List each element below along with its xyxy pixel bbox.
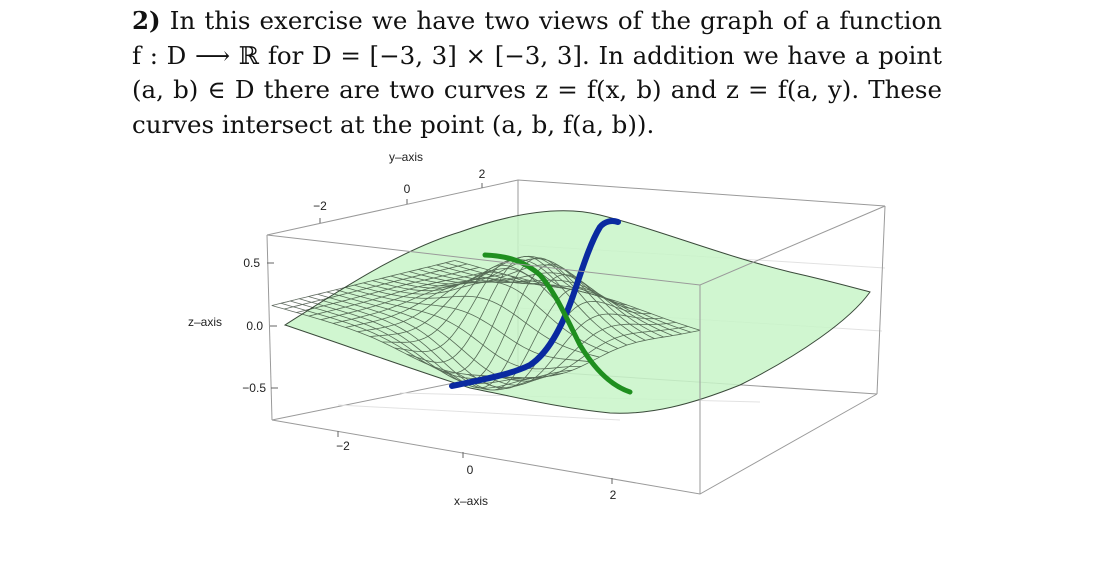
surface-fill: [283, 210, 871, 414]
mesh-line-y: [354, 284, 600, 358]
mesh-line-y: [271, 305, 518, 380]
exercise-line-2: f : D ⟶ ℝ for D = [−3, 3] × [−3, 3]. In …: [132, 40, 942, 70]
box-front-bottom-edge: [271, 393, 878, 495]
x-axis-label: x–axis: [454, 494, 488, 508]
box-front-left-edge: [266, 234, 273, 421]
plot-box-front: [266, 205, 886, 495]
x-tick-label: 0: [467, 463, 474, 477]
grid-line: [337, 404, 621, 421]
mesh-line-y: [335, 289, 582, 370]
mesh-line-y: [436, 264, 683, 335]
z-tick-label: −0.5: [242, 381, 266, 395]
z-tick-label: 0.0: [246, 319, 263, 333]
mesh-line-y: [317, 293, 564, 388]
curve-z-f-a-y: [482, 252, 633, 395]
y-tick-label: 2: [479, 167, 486, 181]
y-axis-label: y–axis: [389, 150, 423, 164]
z-tick-label: 0.5: [243, 256, 260, 270]
exercise-line-1: 2) In this exercise we have two views of…: [132, 6, 942, 35]
mesh-line-y: [326, 291, 573, 381]
y-tick-label: −2: [313, 199, 327, 213]
axis-ticks: [267, 183, 613, 484]
mesh-line-y: [427, 266, 673, 336]
exercise-text: 2) In this exercise we have two views of…: [132, 4, 942, 142]
curve-z-f-x-b: [449, 218, 621, 389]
mesh-line-y: [289, 300, 536, 385]
y-tick-label: 0: [404, 182, 411, 196]
z-axis-label: z–axis: [188, 315, 222, 329]
mesh-line-y: [344, 287, 591, 363]
x-tick-label: −2: [336, 439, 350, 453]
exercise-line-4: curves intersect at the point (a, b, f(a…: [132, 109, 655, 139]
x-tick-label: 2: [610, 488, 617, 502]
exercise-line-3: (a, b) ∈ D there are two curves z = f(x,…: [132, 75, 942, 104]
mesh-line-y: [372, 268, 619, 349]
box-front-right-edge: [876, 205, 886, 395]
mesh-line-y: [299, 298, 545, 389]
exercise-number: 2): [132, 6, 161, 35]
